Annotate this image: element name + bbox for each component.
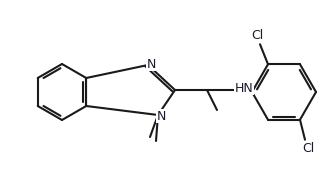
Text: Cl: Cl — [251, 29, 263, 42]
Text: HN: HN — [235, 82, 254, 95]
Text: N: N — [156, 110, 166, 122]
Text: N: N — [146, 58, 156, 70]
Text: Cl: Cl — [302, 142, 314, 155]
